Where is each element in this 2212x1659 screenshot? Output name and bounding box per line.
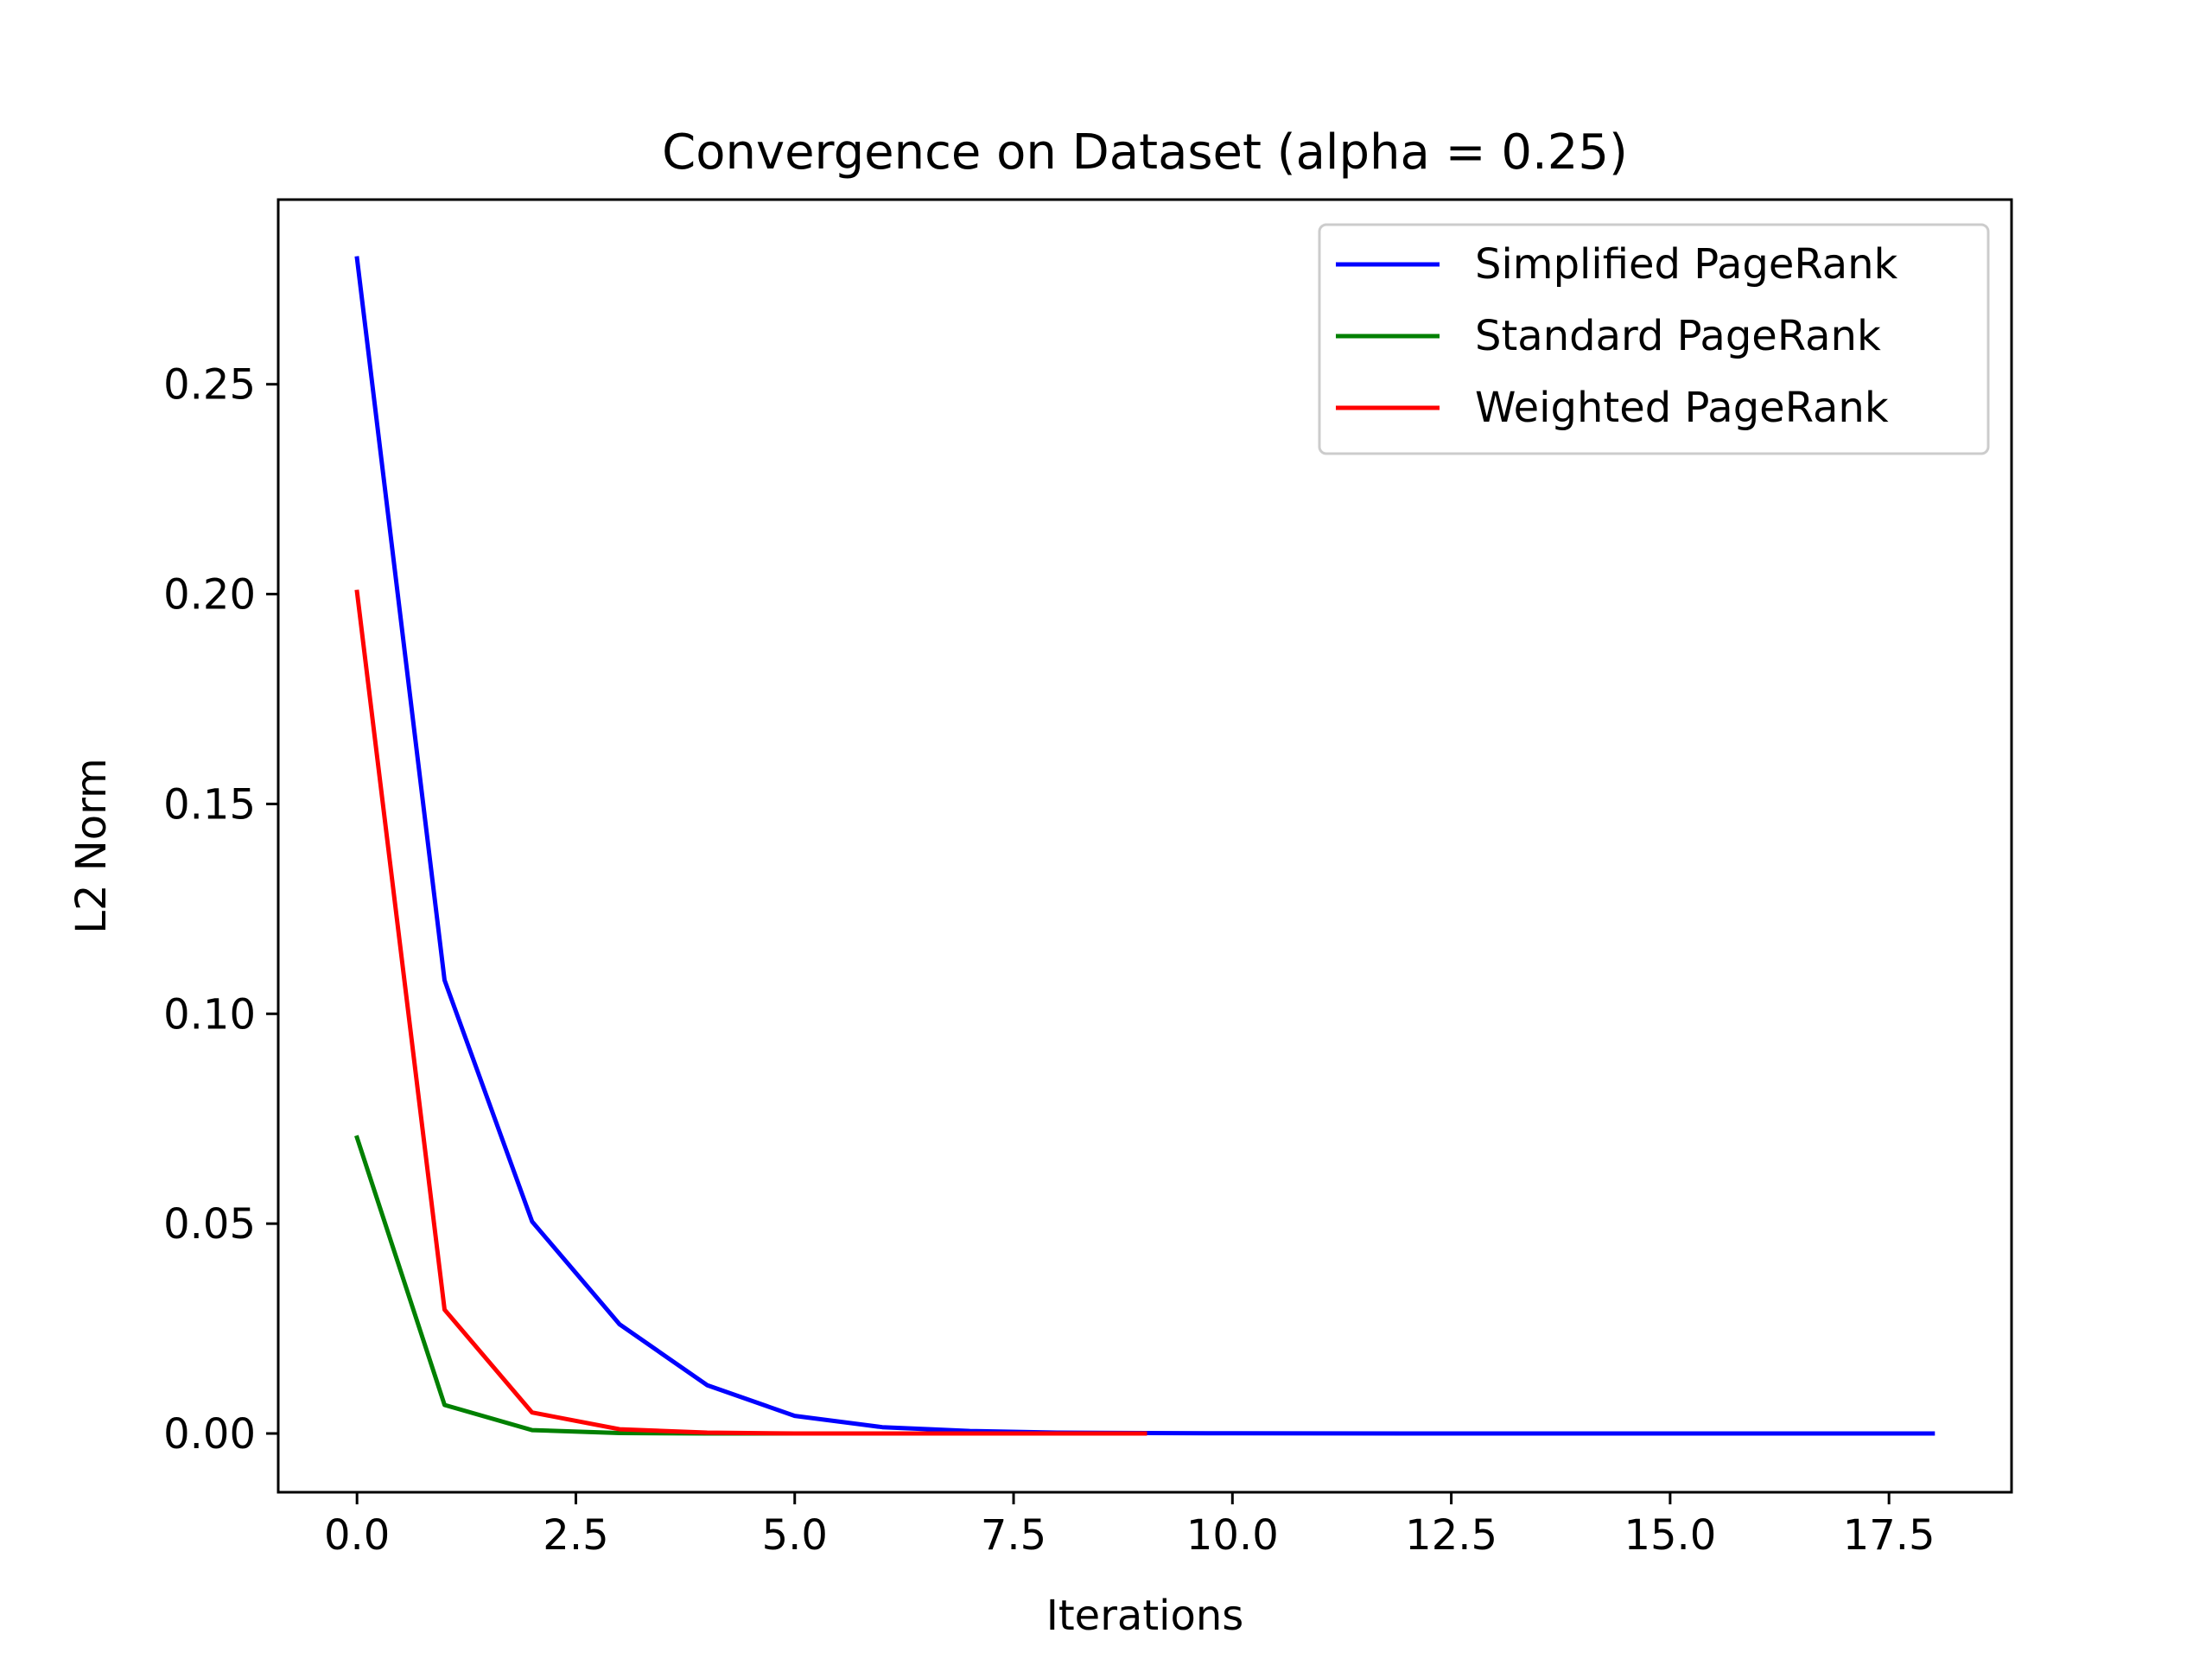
x-tick-label: 15.0 (1624, 1511, 1716, 1560)
x-tick-label: 5.0 (762, 1511, 828, 1560)
y-tick-label: 0.05 (163, 1200, 256, 1249)
y-axis-label: L2 Norm (67, 758, 116, 933)
legend-label-standard: Standard PageRank (1475, 312, 1881, 360)
y-tick-label: 0.25 (163, 361, 256, 410)
y-tick-label: 0.20 (163, 571, 256, 620)
x-tick-label: 0.0 (324, 1511, 390, 1560)
x-axis: 0.0 2.5 5.0 7.5 10.0 12.5 15.0 17.5 (324, 1492, 1936, 1560)
plot-frame (276, 198, 2013, 1494)
y-axis: 0.00 0.05 0.10 0.15 0.20 0.25 (163, 361, 278, 1459)
x-tick-label: 2.5 (543, 1511, 608, 1560)
x-tick-label: 12.5 (1405, 1511, 1497, 1560)
series-layer (354, 256, 1936, 1436)
legend-label-weighted: Weighted PageRank (1475, 384, 1889, 432)
x-tick-label: 17.5 (1843, 1511, 1936, 1560)
x-axis-label: Iterations (1046, 1592, 1244, 1640)
y-tick-label: 0.10 (163, 990, 256, 1039)
x-tick-label: 7.5 (981, 1511, 1046, 1560)
x-tick-label: 10.0 (1186, 1511, 1279, 1560)
series-line-weighted (354, 589, 1147, 1436)
chart-title: Convergence on Dataset (alpha = 0.25) (662, 124, 1628, 181)
legend-box (1318, 223, 1990, 455)
legend-label-simplified: Simplified PageRank (1475, 240, 1898, 289)
y-tick-label: 0.00 (163, 1410, 256, 1459)
legend: Simplified PageRank Standard PageRank We… (1318, 223, 1990, 455)
y-tick-label: 0.15 (163, 780, 256, 829)
